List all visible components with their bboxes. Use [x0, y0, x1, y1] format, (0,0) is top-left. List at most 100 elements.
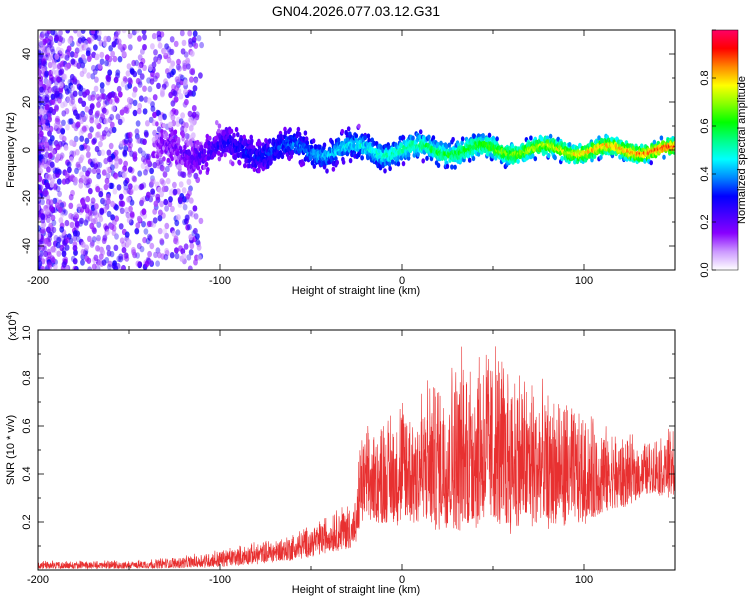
spectrogram-cell — [144, 131, 149, 138]
spectrogram-cell — [80, 61, 86, 69]
spectrogram-cell — [38, 160, 41, 167]
spectrogram-cell — [62, 73, 68, 81]
spectrogram-cell — [152, 129, 158, 137]
spectrogram-cell — [173, 129, 178, 135]
spectrogram-cell — [652, 139, 657, 145]
spectrogram-cell — [80, 199, 86, 207]
spectrogram-cell — [112, 55, 118, 63]
spectrogram-cell — [182, 204, 188, 211]
spectrogram-cell — [178, 164, 182, 170]
spectrogram-cell — [51, 98, 57, 106]
spectrogram-cell — [304, 136, 309, 142]
spectrogram-cell — [128, 142, 133, 149]
spectrogram-cell — [139, 72, 145, 80]
colorbar: 0.0 0.2 0.4 0.6 0.8 Normalized spectral … — [699, 29, 748, 278]
spectrogram-cell — [181, 187, 187, 194]
spectrogram-cell — [56, 250, 62, 257]
spectrogram-cell — [106, 198, 111, 205]
spectrogram-cell — [171, 68, 176, 76]
spectrogram-cell — [175, 63, 181, 71]
y-axis-title: SNR (10 * v/v) — [5, 415, 17, 485]
spectrogram-cells — [38, 30, 675, 270]
spectrogram-cell — [84, 244, 89, 251]
spectrogram-cell — [162, 122, 166, 129]
spectrogram-cell — [104, 229, 110, 236]
spectrogram-cell — [401, 161, 406, 167]
spectrogram-cell — [168, 196, 173, 203]
spectrogram-cell — [138, 61, 144, 68]
spectrogram-cell — [149, 178, 155, 186]
spectrogram-cell — [44, 141, 50, 149]
spectrogram-cell — [38, 189, 41, 196]
spectrogram-cell — [162, 113, 167, 120]
spectrogram-cell — [152, 208, 158, 215]
spectrogram-cell — [401, 135, 406, 141]
x-tick-label: -200 — [27, 275, 49, 287]
spectrogram-cell — [173, 237, 178, 245]
spectrogram-cell — [44, 119, 50, 126]
spectrogram-cell — [52, 62, 57, 69]
spectrogram-cell — [153, 251, 158, 259]
spectrogram-cell — [163, 253, 169, 261]
spectrogram-cell — [145, 120, 150, 127]
spectrogram-cell — [177, 196, 183, 203]
spectrogram-cell — [38, 67, 41, 74]
spectrogram-cell — [89, 222, 95, 230]
spectrogram-cell — [64, 219, 70, 227]
spectrogram-cell — [104, 177, 110, 185]
spectrogram-cell — [188, 249, 194, 256]
spectrogram-cell — [107, 260, 113, 267]
spectrogram-cell — [85, 195, 91, 203]
spectrogram-cell — [124, 255, 130, 262]
spectrogram-cell — [56, 236, 61, 243]
spectrogram-cell — [65, 124, 70, 131]
spectrogram-cell — [129, 67, 135, 74]
spectrogram-cell — [57, 190, 62, 198]
spectrogram-cell — [38, 175, 43, 182]
spectrogram-cell — [99, 113, 105, 120]
spectrogram-cell — [131, 59, 137, 67]
y-axis-exponent: (x104) — [5, 311, 19, 341]
spectrogram-cell — [147, 250, 153, 258]
spectrogram-cell — [79, 217, 84, 225]
y-tick-label: 1.0 — [21, 325, 33, 340]
y-tick-label: 0.4 — [21, 466, 33, 481]
spectrogram-cell — [396, 161, 401, 167]
spectrogram-cell — [107, 55, 113, 63]
spectrogram-cell — [611, 149, 615, 155]
spectrogram-cell — [49, 255, 55, 262]
spectrogram-cell — [93, 162, 99, 170]
spectrogram-cell — [113, 244, 119, 251]
spectrogram-cell — [58, 217, 64, 224]
spectrogram-cell — [451, 136, 455, 143]
y-axis-title: Frequency (Hz) — [5, 112, 17, 188]
spectrogram-cell — [192, 85, 198, 92]
spectrogram-cell — [91, 167, 97, 175]
spectrogram-cell — [61, 110, 67, 117]
spectrogram-cell — [180, 48, 186, 55]
spectrogram-cell — [114, 159, 120, 166]
spectrogram-cell — [168, 111, 174, 118]
spectrogram-cell — [50, 246, 55, 253]
spectrogram-cell — [143, 169, 148, 176]
spectrogram-cell — [243, 138, 248, 144]
spectrogram-cell — [79, 70, 85, 78]
spectrogram-cell — [91, 236, 97, 243]
spectrogram-cell — [146, 153, 151, 160]
spectrogram-cell — [230, 161, 235, 167]
spectrogram-cell — [79, 112, 84, 119]
spectrogram-cell — [109, 223, 115, 230]
spectrogram-cell — [165, 165, 170, 173]
spectrogram-cell — [123, 137, 129, 144]
spectrogram-cell — [147, 233, 152, 240]
spectrogram-cell — [79, 154, 85, 161]
spectrogram-cell — [157, 227, 163, 235]
spectrogram-cell — [120, 169, 125, 176]
spectrogram-cell — [142, 44, 147, 51]
spectrogram-cell — [178, 245, 183, 252]
spectrogram-cell — [66, 45, 72, 52]
spectrogram-cell — [55, 143, 61, 151]
spectrogram-cell — [111, 105, 116, 112]
spectrogram-cell — [161, 179, 166, 187]
spectrogram-cell — [95, 245, 100, 252]
